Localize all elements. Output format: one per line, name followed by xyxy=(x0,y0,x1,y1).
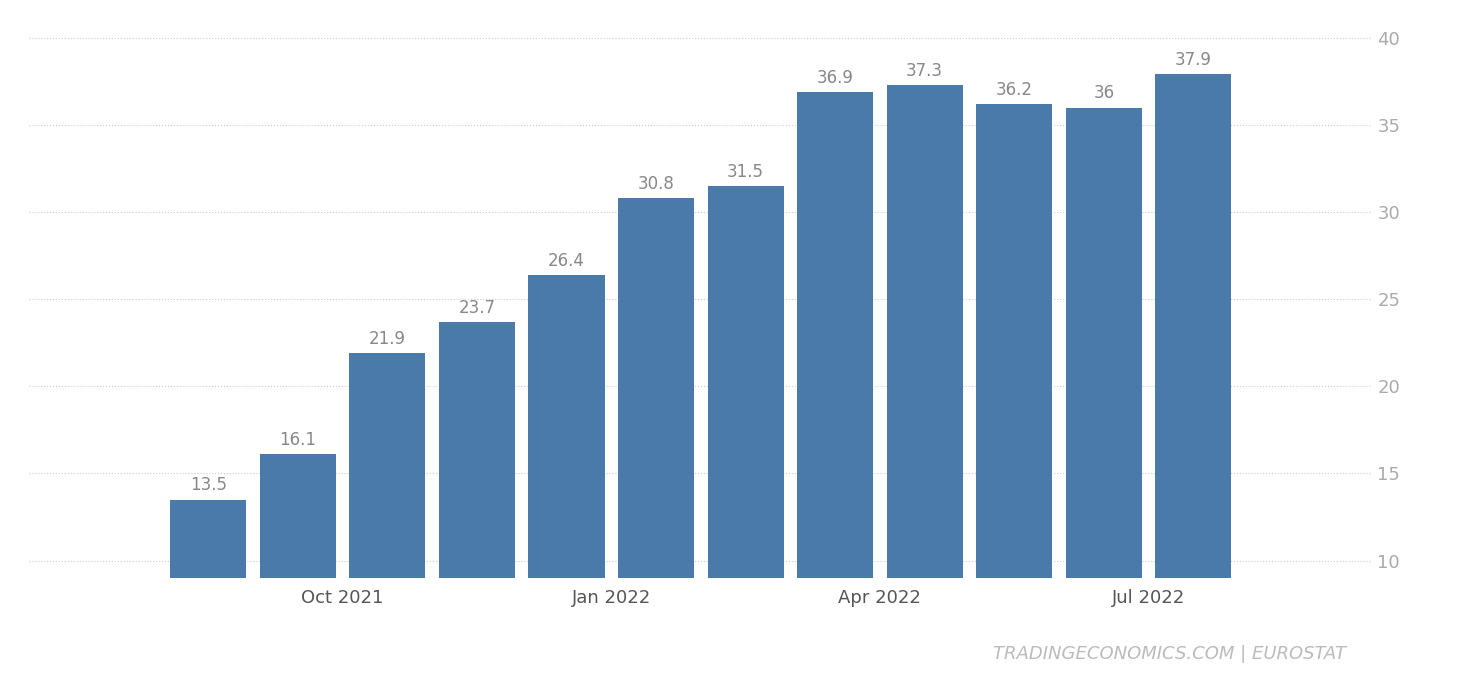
Bar xyxy=(529,275,604,680)
Text: 21.9: 21.9 xyxy=(369,330,406,348)
Text: TRADINGECONOMICS.COM | EUROSTAT: TRADINGECONOMICS.COM | EUROSTAT xyxy=(993,645,1346,663)
Text: 36.2: 36.2 xyxy=(996,81,1032,99)
Bar xyxy=(886,85,962,680)
Text: 13.5: 13.5 xyxy=(190,477,226,494)
Bar xyxy=(797,92,873,680)
Text: 37.9: 37.9 xyxy=(1175,51,1212,69)
Bar xyxy=(349,353,425,680)
Bar xyxy=(1155,74,1231,680)
Text: 31.5: 31.5 xyxy=(727,163,764,181)
Text: 37.3: 37.3 xyxy=(907,62,943,80)
Text: 16.1: 16.1 xyxy=(279,431,317,449)
Bar xyxy=(1066,107,1142,680)
Text: 30.8: 30.8 xyxy=(638,175,675,193)
Bar xyxy=(260,454,336,680)
Text: 36.9: 36.9 xyxy=(816,69,854,86)
Bar xyxy=(708,186,784,680)
Text: 26.4: 26.4 xyxy=(548,252,585,269)
Text: 36: 36 xyxy=(1094,84,1114,102)
Bar xyxy=(977,104,1053,680)
Bar xyxy=(439,322,515,680)
Bar xyxy=(171,500,247,680)
Text: 23.7: 23.7 xyxy=(458,299,495,317)
Bar xyxy=(618,198,693,680)
